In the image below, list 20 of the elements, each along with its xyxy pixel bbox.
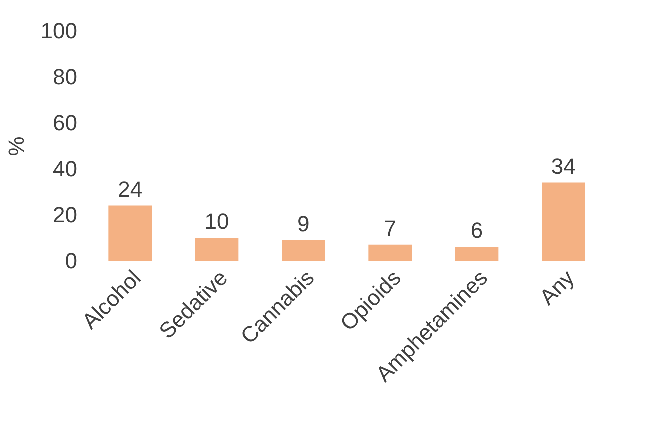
y-axis-title: % xyxy=(4,136,29,156)
y-tick-label: 0 xyxy=(65,248,78,274)
bar xyxy=(368,244,412,261)
bar xyxy=(282,240,326,261)
y-tick-label: 80 xyxy=(53,64,78,90)
data-label: 34 xyxy=(551,154,576,179)
y-tick-label: 100 xyxy=(40,18,78,44)
bar xyxy=(195,238,239,261)
data-label: 24 xyxy=(118,176,143,202)
y-tick-label: 40 xyxy=(53,156,78,182)
data-label: 9 xyxy=(298,211,310,236)
x-tick-label: Any xyxy=(534,265,580,310)
y-tick-label: 20 xyxy=(53,202,78,228)
y-tick-label: 60 xyxy=(53,110,78,136)
bar xyxy=(108,206,152,261)
data-label: 10 xyxy=(204,209,230,234)
data-label: 6 xyxy=(470,218,484,244)
bar xyxy=(542,182,586,261)
bar xyxy=(455,247,499,261)
data-label: 7 xyxy=(384,216,396,241)
